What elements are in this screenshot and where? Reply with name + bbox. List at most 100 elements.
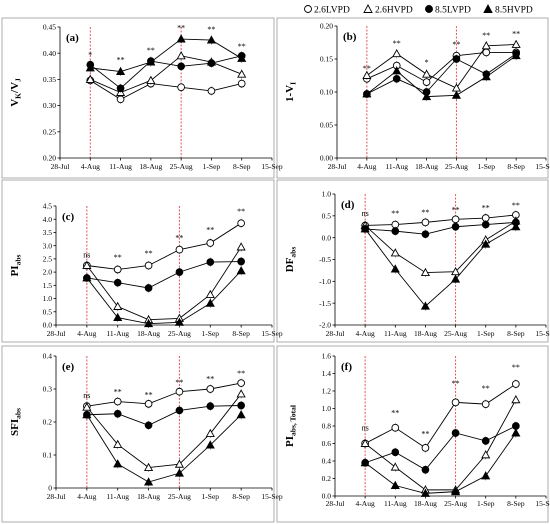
data-point [206,402,215,411]
x-tick-label: 18-Aug [414,329,437,338]
y-axis-label-subscript: J [14,78,23,82]
data-point [237,257,245,266]
data-point [481,471,491,480]
x-tick-label: 8-Sep [233,162,251,171]
data-point [452,55,461,63]
data-point [174,317,184,326]
significance-label: ns [83,391,90,400]
series-line [364,220,517,274]
data-point [481,450,491,459]
data-point [511,50,521,60]
data-point [177,83,185,92]
data-point [82,410,92,419]
data-point [113,265,122,274]
series-line [366,44,517,89]
data-point [422,78,431,86]
y-tick-label: 1.0 [43,294,53,303]
significance-label: ** [363,64,371,73]
significance-label: ** [452,40,460,49]
chart-panel-c: 0.0 0.5 1.0 1.5 2.0 2.5 3.0 3.5 4.0 4.5 28-Jul 4-Au… [1,179,283,343]
data-point [206,239,215,247]
significance-label: ** [206,225,214,234]
significance-label: ** [482,384,490,393]
data-point [481,400,490,408]
data-point [144,400,153,408]
y-tick-label: 0.2 [322,474,332,483]
data-point [82,260,92,269]
significance-label: ** [421,430,429,439]
data-point [236,389,246,398]
y-axis-label-subscript: I [289,82,298,85]
data-point [113,312,123,322]
x-tick-label: 4-Aug [81,162,100,171]
data-point [451,429,460,437]
series-line [365,221,516,235]
significance-label: ** [393,39,401,48]
y-axis-label: 1-VI [284,82,298,102]
panel-label: (e) [62,361,75,373]
series-line [86,393,242,469]
data-point [421,444,430,452]
series-line [364,425,517,471]
significance-label: ** [512,201,520,210]
x-tick-label: 8-Sep [507,329,525,338]
y-tick-label: 0.6 [322,439,332,448]
data-point [390,264,400,273]
y-tick-label: 2.0 [43,268,53,277]
chart-panel-b: 0.00 0.05 0.10 0.15 0.20 28-Jul 4-Aug 11-Aug 18-… [276,17,550,179]
data-point [113,459,123,468]
significance-label: ** [175,378,183,387]
series-2-6hvpd [362,39,521,93]
x-tick-label: 15-Sep [261,492,282,501]
data-point [237,401,245,410]
significance-label: ** [145,390,153,399]
chart-panel-a: 0.20 0.25 0.30 0.35 0.40 0.45 28-Jul 4-Aug 11-Au… [1,17,283,179]
y-tick-label: 0.0 [322,233,332,242]
x-tick-label: 11-Aug [385,162,408,171]
y-tick-label: 0.00 [320,154,333,163]
data-point [422,91,432,101]
legend: 2.6LVPD 2.6HVPD 8.5LVPD 8.5HVPD [300,2,550,16]
data-point [481,72,491,81]
x-tick-label: 28-Jul [328,162,347,171]
y-axis-label: SFIabs [9,408,23,436]
significance-label: ** [237,369,245,378]
x-tick-label: 1-Sep [202,492,220,501]
data-point [236,242,246,251]
significance-label: ** [147,46,155,55]
series-8-5lvpd [86,51,246,93]
data-point [177,62,185,71]
data-point [236,410,246,419]
series-8-5hvpd [82,410,246,487]
data-point [237,69,247,78]
panel-label: (c) [62,211,75,223]
data-point [207,59,216,68]
x-tick-label: 15-Sep [535,499,550,508]
panel-frame [276,345,549,523]
y-tick-label: 1.2 [322,387,332,396]
data-point [206,35,216,44]
series-line [364,399,517,491]
legend-marker-filled-triangle [483,4,493,13]
panel-frame [1,17,275,179]
x-tick-label: 15-Sep [535,329,550,338]
data-point [391,448,400,457]
y-tick-label: -1.5 [319,299,331,308]
legend-marker-open-triangle [363,4,373,13]
data-point [451,222,460,231]
data-point [146,75,156,84]
y-axis-label-subscript: abs, Total [289,405,298,436]
y-tick-label: 1.5 [43,281,53,290]
data-point [144,261,153,270]
panel-frame [276,17,549,179]
significance-label: ** [512,363,520,372]
data-point [511,222,521,231]
legend-item-8-5hvpd: 8.5HVPD [483,4,533,16]
series-8-5hvpd [360,428,521,498]
x-tick-label: 11-Aug [384,499,407,508]
series-line [366,53,517,95]
data-point [451,90,461,99]
data-point [175,268,184,276]
data-point [146,57,156,66]
